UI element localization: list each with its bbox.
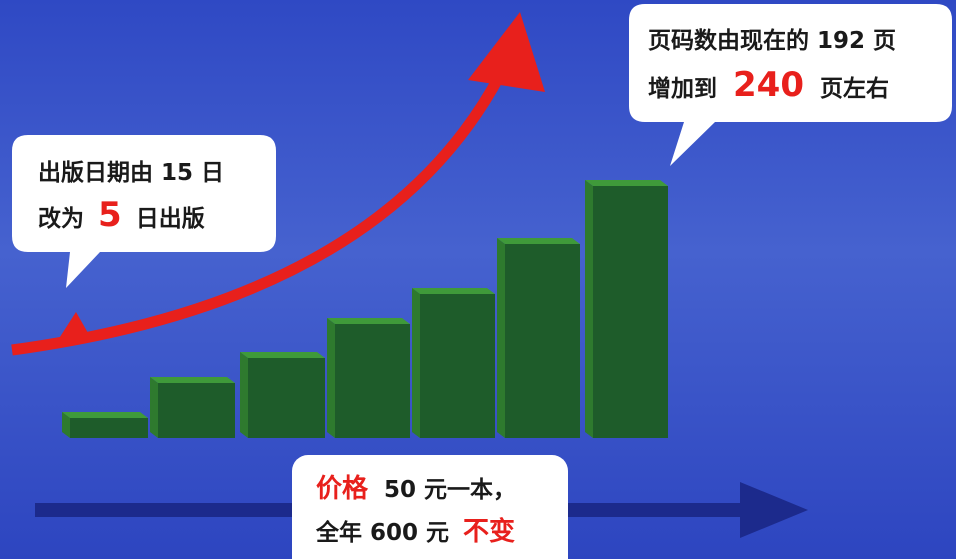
bubble xyxy=(292,455,568,559)
callout-text: 页码数由现在的 192 页 xyxy=(648,27,896,54)
highlight: 5 xyxy=(98,195,122,235)
bars xyxy=(62,180,668,438)
highlight: 240 xyxy=(733,65,804,105)
callout-text: 改为 5 日出版 xyxy=(38,195,205,235)
callout-text: 出版日期由 15 日 xyxy=(38,159,224,186)
growth-arrow xyxy=(11,12,545,356)
bubble xyxy=(629,4,952,166)
callout-text: 增加到 240 页左右 xyxy=(648,65,889,105)
text-part: 全年 600 元 xyxy=(315,519,449,546)
text-part: 日出版 xyxy=(136,205,205,232)
highlight: 价格 xyxy=(316,473,369,504)
callout-text: 全年 600 元 不变 xyxy=(315,516,515,547)
text-part: 改为 xyxy=(38,206,84,232)
text-part: 50 元一本， xyxy=(384,477,516,503)
text-part: 增加到 xyxy=(648,75,717,102)
highlight: 不变 xyxy=(463,516,515,547)
bubble xyxy=(12,135,276,288)
right-callout: 页码数由现在的 192 页 增加到 240 页左右 xyxy=(629,4,952,166)
bottom-callout: 价格 50 元一本， 全年 600 元 不变 xyxy=(292,455,568,559)
left-callout: 出版日期由 15 日 改为 5 日出版 xyxy=(12,135,276,288)
text-part: 页左右 xyxy=(820,75,889,102)
callout-text: 价格 50 元一本， xyxy=(316,473,516,504)
